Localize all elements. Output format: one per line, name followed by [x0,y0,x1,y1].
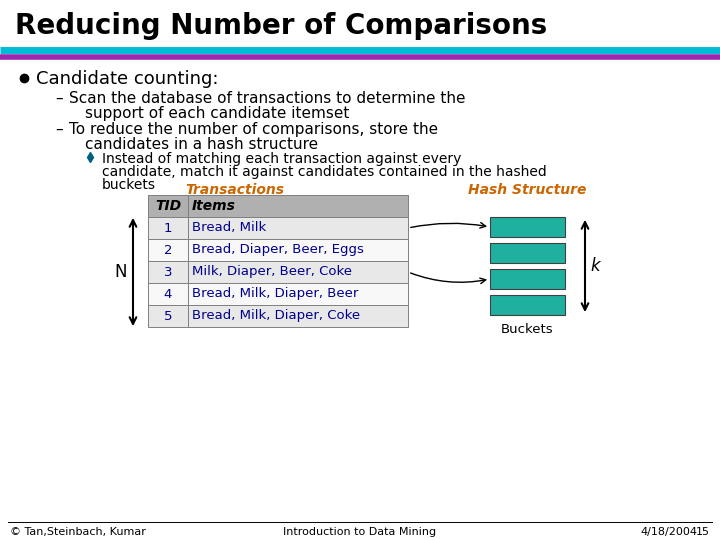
Bar [148,283,188,305]
Text: 15: 15 [696,527,710,537]
Text: Bread, Milk: Bread, Milk [192,221,266,234]
Text: –: – [55,122,63,137]
Text: Buckets: Buckets [501,323,554,336]
Text: © Tan,Steinbach, Kumar: © Tan,Steinbach, Kumar [10,527,146,537]
Text: candidate, match it against candidates contained in the hashed: candidate, match it against candidates c… [102,165,546,179]
Text: Reducing Number of Comparisons: Reducing Number of Comparisons [15,12,547,40]
Bar [148,305,188,327]
Bar [188,195,408,217]
Text: 2: 2 [163,244,172,256]
Bar [188,239,408,261]
Bar [148,239,188,261]
Text: Milk, Diaper, Beer, Coke: Milk, Diaper, Beer, Coke [192,266,352,279]
Text: N: N [114,263,127,281]
Text: 4: 4 [164,287,172,300]
Text: Hash Structure: Hash Structure [468,183,586,197]
Bar [188,305,408,327]
Text: Instead of matching each transaction against every: Instead of matching each transaction aga… [102,152,462,166]
Bar [188,261,408,283]
Bar [490,243,565,263]
Text: Introduction to Data Mining: Introduction to Data Mining [284,527,436,537]
Text: Bread, Diaper, Beer, Eggs: Bread, Diaper, Beer, Eggs [192,244,364,256]
Bar [148,261,188,283]
Text: 3: 3 [163,266,172,279]
Text: Transactions: Transactions [185,183,284,197]
Text: 5: 5 [163,309,172,322]
Text: k: k [590,257,600,275]
Text: TID: TID [155,199,181,213]
Bar [490,217,565,237]
Text: To reduce the number of comparisons, store the: To reduce the number of comparisons, sto… [69,122,438,137]
Bar [490,295,565,315]
Text: Items: Items [192,199,236,213]
Text: Bread, Milk, Diaper, Beer: Bread, Milk, Diaper, Beer [192,287,359,300]
Bar [188,217,408,239]
Text: Bread, Milk, Diaper, Coke: Bread, Milk, Diaper, Coke [192,309,360,322]
Bar [148,217,188,239]
Text: candidates in a hash structure: candidates in a hash structure [85,137,318,152]
Text: support of each candidate itemset: support of each candidate itemset [85,106,349,121]
Text: Scan the database of transactions to determine the: Scan the database of transactions to det… [69,91,466,106]
Bar [490,269,565,289]
Text: 1: 1 [163,221,172,234]
Bar [188,283,408,305]
Bar [148,195,188,217]
Text: –: – [55,91,63,106]
Text: Candidate counting:: Candidate counting: [36,70,218,88]
Text: buckets: buckets [102,178,156,192]
Text: 4/18/2004: 4/18/2004 [640,527,697,537]
